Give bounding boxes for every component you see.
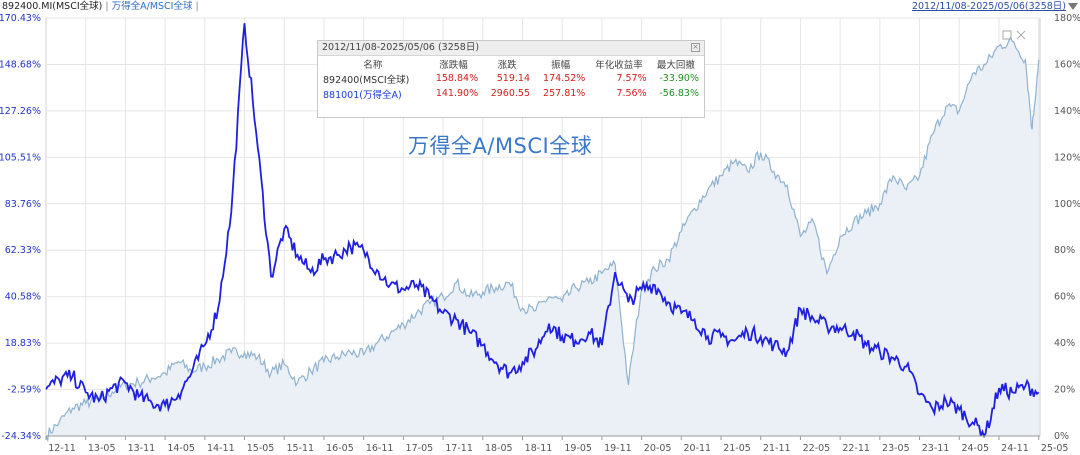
x-tick-label: 19-11 [604, 443, 632, 454]
header-title-msci[interactable]: 892400.MI(MSCI全球) [2, 1, 103, 12]
x-tick-label: 20-05 [644, 443, 672, 454]
col-header-max-drawdown: 最大回撤 [656, 59, 695, 71]
row-max-drawdown: -56.83% [659, 88, 699, 99]
row-amplitude: 257.81% [543, 88, 586, 99]
y-left-tick-label: -24.34% [1, 431, 41, 442]
chart-header: 892400.MI(MSCI全球) | 万得全A/MSCI全球 | 2012/1… [0, 0, 1080, 14]
close-icon[interactable]: × [691, 43, 700, 52]
x-tick-label: 24-05 [961, 443, 989, 454]
info-row-msci[interactable]: 892400(MSCI全球) 158.84% 519.14 174.52% 7.… [320, 71, 702, 86]
y-right-tick-label: 0% [1054, 431, 1069, 442]
x-tick-label: 25-05 [1041, 443, 1069, 454]
msci-line [45, 36, 1040, 443]
row-annualized: 7.56% [616, 88, 647, 99]
x-tick-label: 20-11 [684, 443, 712, 454]
y-left-tick-label: 127.26% [0, 106, 41, 117]
close-chart-icon [1016, 30, 1026, 40]
row-name: 881001(万得全A) [323, 89, 402, 101]
x-tick-label: 15-11 [286, 443, 314, 454]
info-table-header: 名称 涨跌幅 涨跌 振幅 年化收益率 最大回撤 [320, 56, 702, 71]
x-tick-label: 23-05 [882, 443, 910, 454]
row-name: 892400(MSCI全球) [323, 74, 410, 86]
x-tick-label: 19-05 [564, 443, 592, 454]
axis-layer [45, 30, 1040, 440]
row-amplitude: 174.52% [543, 73, 586, 84]
row-change: 519.14 [496, 73, 531, 84]
tick-label-layer: 170.43% 148.68% 127.26% 105.51% 83.76% 62.33%… [0, 13, 1080, 454]
dropdown-triangle-icon[interactable] [1068, 3, 1078, 10]
x-tick-label: 16-11 [366, 443, 394, 454]
y-right-tick-label: 100% [1054, 199, 1080, 210]
info-row-wind-a[interactable]: 881001(万得全A) 141.90% 2960.55 257.81% 7.5… [320, 86, 702, 101]
row-change-pct: 158.84% [435, 73, 479, 84]
x-tick-label: 15-05 [247, 443, 275, 454]
x-tick-label: 24-11 [1001, 443, 1029, 454]
col-header-name: 名称 [363, 59, 383, 71]
row-annualized: 7.57% [616, 73, 647, 84]
x-tick-label: 21-05 [723, 443, 751, 454]
series-layer [45, 23, 1040, 443]
y-left-tick-label: 18.83% [5, 338, 41, 349]
y-left-tick-label: 62.33% [5, 245, 41, 256]
row-max-drawdown: -33.90% [659, 73, 699, 84]
x-tick-label: 12-11 [48, 443, 76, 454]
info-box-title: 2012/11/08-2025/05/06 (3258日) [322, 42, 480, 53]
x-tick-label: 22-05 [803, 443, 831, 454]
info-box-header: 2012/11/08-2025/05/06 (3258日) × [318, 41, 704, 56]
info-box: 2012/11/08-2025/05/06 (3258日) × 名称 涨跌幅 涨… [317, 40, 705, 118]
x-tick-label: 18-05 [485, 443, 513, 454]
x-tick-label: 13-11 [128, 443, 156, 454]
col-header-change-pct: 涨跌幅 [439, 59, 468, 71]
col-header-annualized: 年化收益率 [595, 59, 643, 71]
y-right-tick-label: 60% [1054, 292, 1075, 303]
y-right-tick-label: 180% [1054, 13, 1080, 24]
chart-watermark: 万得全A/MSCI全球 [408, 134, 593, 158]
x-tick-label: 18-11 [525, 443, 553, 454]
x-tick-label: 16-05 [326, 443, 354, 454]
y-right-tick-label: 20% [1054, 385, 1075, 396]
y-left-tick-label: 148.68% [0, 59, 41, 70]
y-right-tick-label: 40% [1054, 338, 1075, 349]
header-separator: | [105, 1, 109, 12]
y-right-tick-label: 160% [1054, 59, 1080, 70]
x-tick-label: 14-05 [167, 443, 195, 454]
row-change-pct: 141.90% [435, 88, 479, 99]
x-tick-label: 13-05 [88, 443, 116, 454]
col-header-amplitude: 振幅 [551, 59, 571, 71]
x-tick-label: 21-11 [763, 443, 791, 454]
y-right-tick-label: 80% [1054, 245, 1075, 256]
info-table: 名称 涨跌幅 涨跌 振幅 年化收益率 最大回撤 892400(MSCI全球) 1… [320, 56, 702, 101]
ratio-line [45, 23, 1040, 439]
y-left-tick-label: 105.51% [0, 152, 41, 163]
date-range-link[interactable]: 2012/11/08-2025/05/06(3258日) [911, 1, 1066, 12]
col-header-change: 涨跌 [497, 59, 517, 71]
y-left-tick-label: -2.59% [7, 385, 41, 396]
y-right-tick-label: 120% [1054, 152, 1080, 163]
y-left-tick-label: 170.43% [0, 13, 41, 24]
x-tick-label: 14-11 [207, 443, 235, 454]
x-tick-label: 23-11 [922, 443, 950, 454]
header-title-group: 892400.MI(MSCI全球) | 万得全A/MSCI全球 | [2, 0, 199, 14]
maximize-icon [1002, 30, 1012, 40]
y-left-tick-label: 83.76% [5, 199, 41, 210]
row-change: 2960.55 [490, 88, 531, 99]
header-separator-end: | [195, 1, 199, 12]
x-tick-label: 22-11 [842, 443, 870, 454]
y-left-tick-label: 40.58% [5, 292, 41, 303]
y-right-tick-label: 140% [1054, 106, 1080, 117]
header-title-ratio[interactable]: 万得全A/MSCI全球 [111, 1, 193, 12]
x-tick-label: 17-05 [406, 443, 434, 454]
x-tick-label: 17-11 [445, 443, 473, 454]
